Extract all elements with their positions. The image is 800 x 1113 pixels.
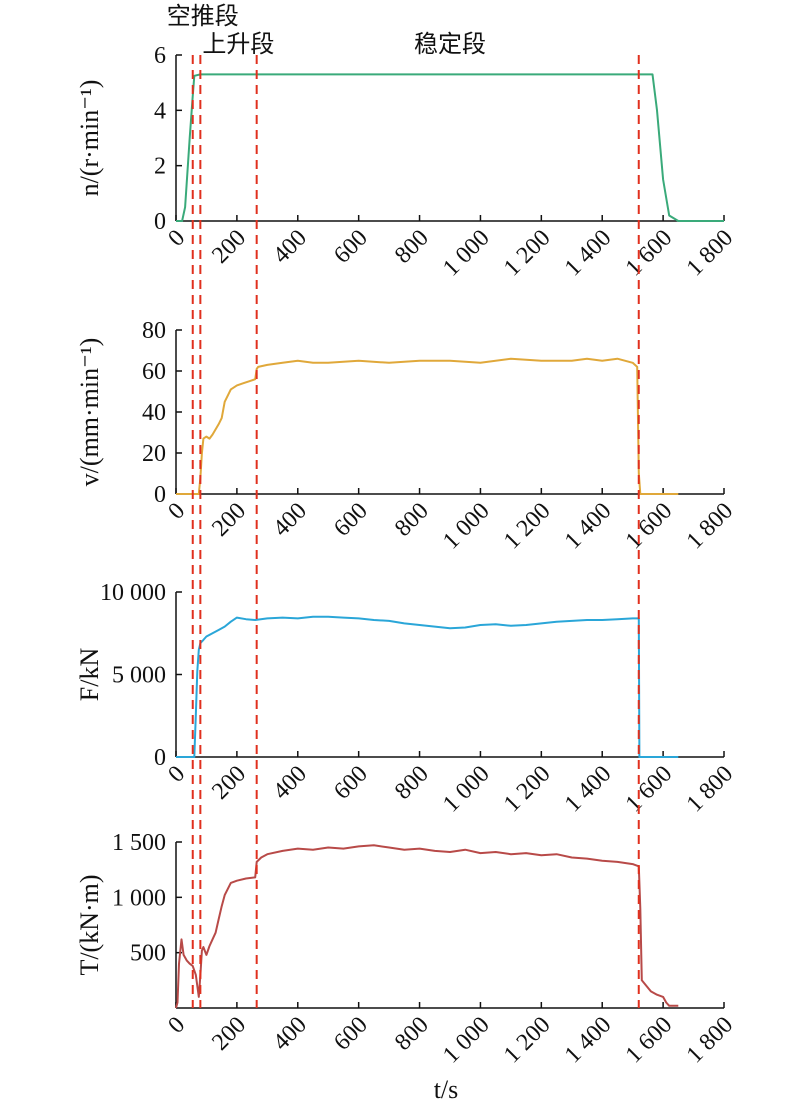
x-tick-label: 1 400: [560, 498, 617, 555]
y-axis-label: T/(kN·m): [75, 874, 104, 975]
x-tick-label: 800: [390, 761, 434, 805]
y-tick-label: 500: [130, 941, 166, 967]
phase-label: 上升段: [202, 30, 274, 58]
y-tick-label: 60: [142, 359, 166, 385]
x-tick-label: 1 200: [499, 761, 556, 818]
x-tick-label: 400: [268, 1012, 312, 1056]
x-tick-label: 1 400: [560, 761, 617, 818]
x-tick-label: 0: [163, 1012, 190, 1039]
x-tick-label: 200: [207, 225, 251, 269]
x-tick-label: 1 400: [560, 225, 617, 282]
x-tick-label: 200: [207, 498, 251, 542]
x-tick-label: 800: [390, 1012, 434, 1056]
y-tick-label: 40: [142, 400, 166, 426]
series-line: [175, 844, 679, 1009]
y-tick-label: 6: [154, 43, 166, 69]
x-tick-label: 1 600: [621, 761, 678, 818]
x-tick-label: 600: [329, 225, 373, 269]
series-line: [176, 357, 679, 495]
x-tick-label: 1 600: [621, 1012, 678, 1069]
x-tick-label: 0: [163, 761, 190, 788]
y-tick-label: 1 500: [112, 830, 166, 856]
x-tick-label: 1 000: [438, 225, 495, 282]
y-tick-label: 10 000: [100, 580, 166, 606]
series-line: [176, 615, 679, 758]
x-tick-label: 400: [268, 498, 312, 542]
x-tick-label: 0: [163, 225, 190, 252]
x-tick-label: 400: [268, 225, 312, 269]
y-tick-label: 0: [154, 482, 166, 508]
y-axis-label: v/(mm·min⁻¹): [75, 338, 104, 487]
y-tick-label: 2: [154, 154, 166, 180]
series-line: [176, 73, 724, 222]
phase-label: 空推段: [167, 2, 239, 30]
x-tick-label: 600: [329, 1012, 373, 1056]
x-tick-label: 400: [268, 761, 312, 805]
y-tick-label: 20: [142, 441, 166, 467]
x-tick-label: 1 800: [682, 225, 739, 282]
x-tick-label: 1 600: [621, 498, 678, 555]
x-tick-label: 1 600: [621, 225, 678, 282]
y-tick-label: 1 000: [112, 885, 166, 911]
y-tick-label: 0: [154, 745, 166, 771]
x-tick-label: 800: [390, 225, 434, 269]
y-tick-label: 4: [154, 98, 166, 124]
y-tick-label: 0: [154, 209, 166, 235]
y-axis-label: n/(r·min⁻¹): [75, 80, 104, 197]
x-tick-label: 1 400: [560, 1012, 617, 1069]
x-tick-label: 800: [390, 498, 434, 542]
y-axis-label: F/kN: [75, 648, 104, 702]
x-tick-label: 1 200: [499, 498, 556, 555]
x-tick-label: 1 200: [499, 1012, 556, 1069]
x-tick-label: 1 800: [682, 1012, 739, 1069]
x-tick-label: 600: [329, 498, 373, 542]
x-tick-label: 1 000: [438, 1012, 495, 1069]
x-tick-label: 1 000: [438, 498, 495, 555]
y-tick-label: 5 000: [112, 663, 166, 689]
x-tick-label: 600: [329, 761, 373, 805]
y-tick-label: 80: [142, 318, 166, 344]
x-tick-label: 1 800: [682, 761, 739, 818]
x-tick-label: 1 000: [438, 761, 495, 818]
x-tick-label: 1 800: [682, 498, 739, 555]
x-tick-label: 200: [207, 1012, 251, 1056]
x-tick-label: 1 200: [499, 225, 556, 282]
x-axis-label: t/s: [434, 1075, 459, 1104]
x-tick-label: 0: [163, 498, 190, 525]
x-tick-label: 200: [207, 761, 251, 805]
phase-label: 稳定段: [414, 30, 486, 58]
